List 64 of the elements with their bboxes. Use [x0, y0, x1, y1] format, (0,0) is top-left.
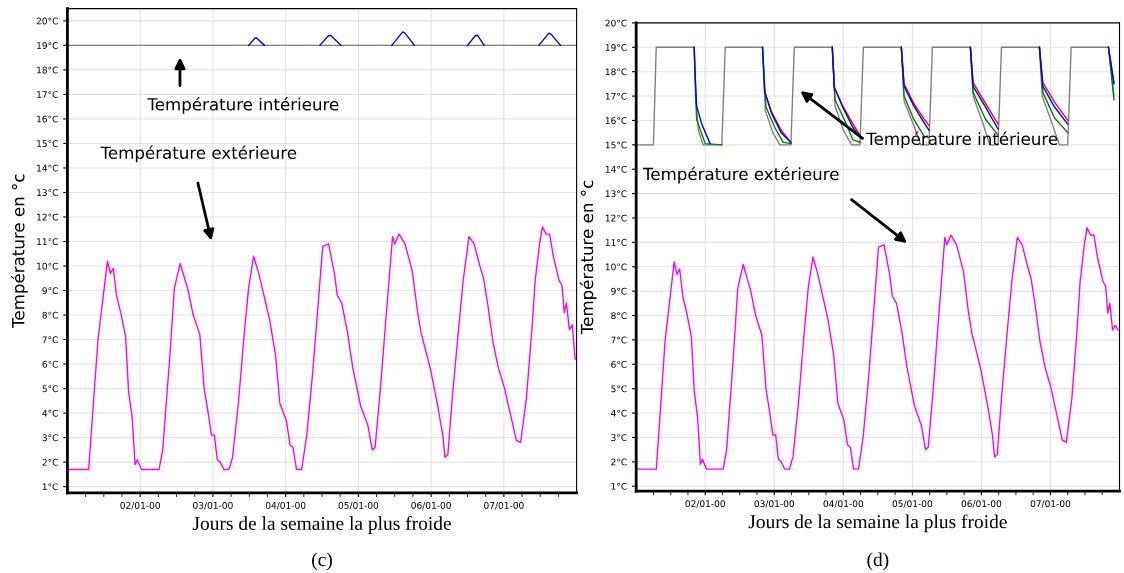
y-tick-label: 3°C: [42, 434, 58, 442]
y-tick-label: 8°C: [611, 312, 627, 320]
y-tick-label: 17°C: [37, 91, 58, 98]
text: (c): [312, 552, 332, 571]
y-tick-label: 15°C: [605, 141, 627, 149]
y-tick-label: 10°C: [37, 262, 58, 270]
y-tick-label: 2°C: [42, 458, 58, 466]
y-tick-label: 5°C: [611, 385, 627, 393]
annotation: Température extérieure: [642, 166, 839, 184]
y-tick-label: 17°C: [605, 92, 627, 100]
text: (d): [867, 552, 889, 571]
y-axis-title: Température en °c: [10, 174, 28, 328]
y-tick-label: 7°C: [42, 336, 58, 344]
x-tick-label: 02/01-00: [120, 501, 160, 510]
y-tick-label: 18°C: [605, 68, 627, 76]
y-tick-label: 9°C: [611, 287, 627, 295]
x-tick-label: 04/01-00: [823, 500, 864, 508]
y-tick-label: 12°C: [37, 213, 58, 221]
y-tick-label: 10°C: [605, 263, 627, 271]
y-tick-label: 2°C: [611, 458, 627, 466]
x-tick-label: 06/01-00: [411, 501, 451, 510]
y-tick-label: 18°C: [37, 66, 58, 74]
annotation: Température intérieure: [147, 97, 339, 114]
y-tick-label: 9°C: [42, 287, 58, 295]
y-tick-label: 12°C: [605, 214, 627, 222]
y-tick-label: 15°C: [37, 140, 58, 147]
y-tick-label: 11°C: [605, 239, 627, 246]
y-tick-label: 19°C: [37, 42, 58, 49]
x-tick-label: 06/01-00: [961, 500, 1002, 508]
annotation: Température intérieure: [866, 131, 1058, 149]
y-tick-label: 19°C: [605, 44, 627, 51]
y-tick-label: 16°C: [605, 117, 627, 125]
y-tick-label: 4°C: [611, 409, 627, 417]
line-series: [636, 227, 1119, 470]
y-axis-title: Température en °c: [579, 180, 597, 335]
y-tick-label: 20°C: [605, 19, 627, 27]
annotation: Température extérieure: [100, 145, 297, 163]
x-tick-label: 05/01-00: [338, 501, 379, 510]
y-tick-label: 3°C: [611, 434, 627, 441]
y-tick-label: 4°C: [42, 409, 58, 417]
x-axis-title: Jours de la semaine la plus froide: [748, 514, 1007, 533]
y-tick-label: 7°C: [611, 336, 627, 344]
y-tick-label: 1°C: [42, 483, 58, 491]
y-tick-label: 16°C: [37, 115, 58, 123]
y-tick-label: 11°C: [37, 238, 58, 246]
line-series: [67, 226, 576, 471]
y-tick-label: 1°C: [611, 482, 627, 490]
x-tick-label: 04/01-00: [265, 501, 306, 510]
x-axis-title: Jours de la semaine la plus froide: [192, 516, 451, 534]
y-tick-label: 8°C: [42, 311, 58, 319]
x-tick-label: 03/01-00: [754, 500, 795, 508]
y-tick-label: 13°C: [37, 189, 58, 197]
x-tick-label: 03/01-00: [193, 501, 233, 510]
y-tick-label: 13°C: [605, 190, 627, 198]
y-tick-label: 5°C: [42, 385, 58, 393]
y-tick-label: 6°C: [611, 361, 627, 368]
y-tick-label: 14°C: [37, 164, 58, 172]
y-tick-label: 14°C: [605, 165, 627, 173]
y-tick-label: 6°C: [42, 360, 58, 368]
x-tick-label: 05/01-00: [892, 500, 933, 508]
x-tick-label: 07/01-00: [484, 501, 524, 510]
x-tick-label: 02/01-00: [685, 500, 726, 508]
y-tick-label: 20°C: [36, 17, 58, 25]
x-tick-label: 07/01-00: [1030, 500, 1071, 508]
